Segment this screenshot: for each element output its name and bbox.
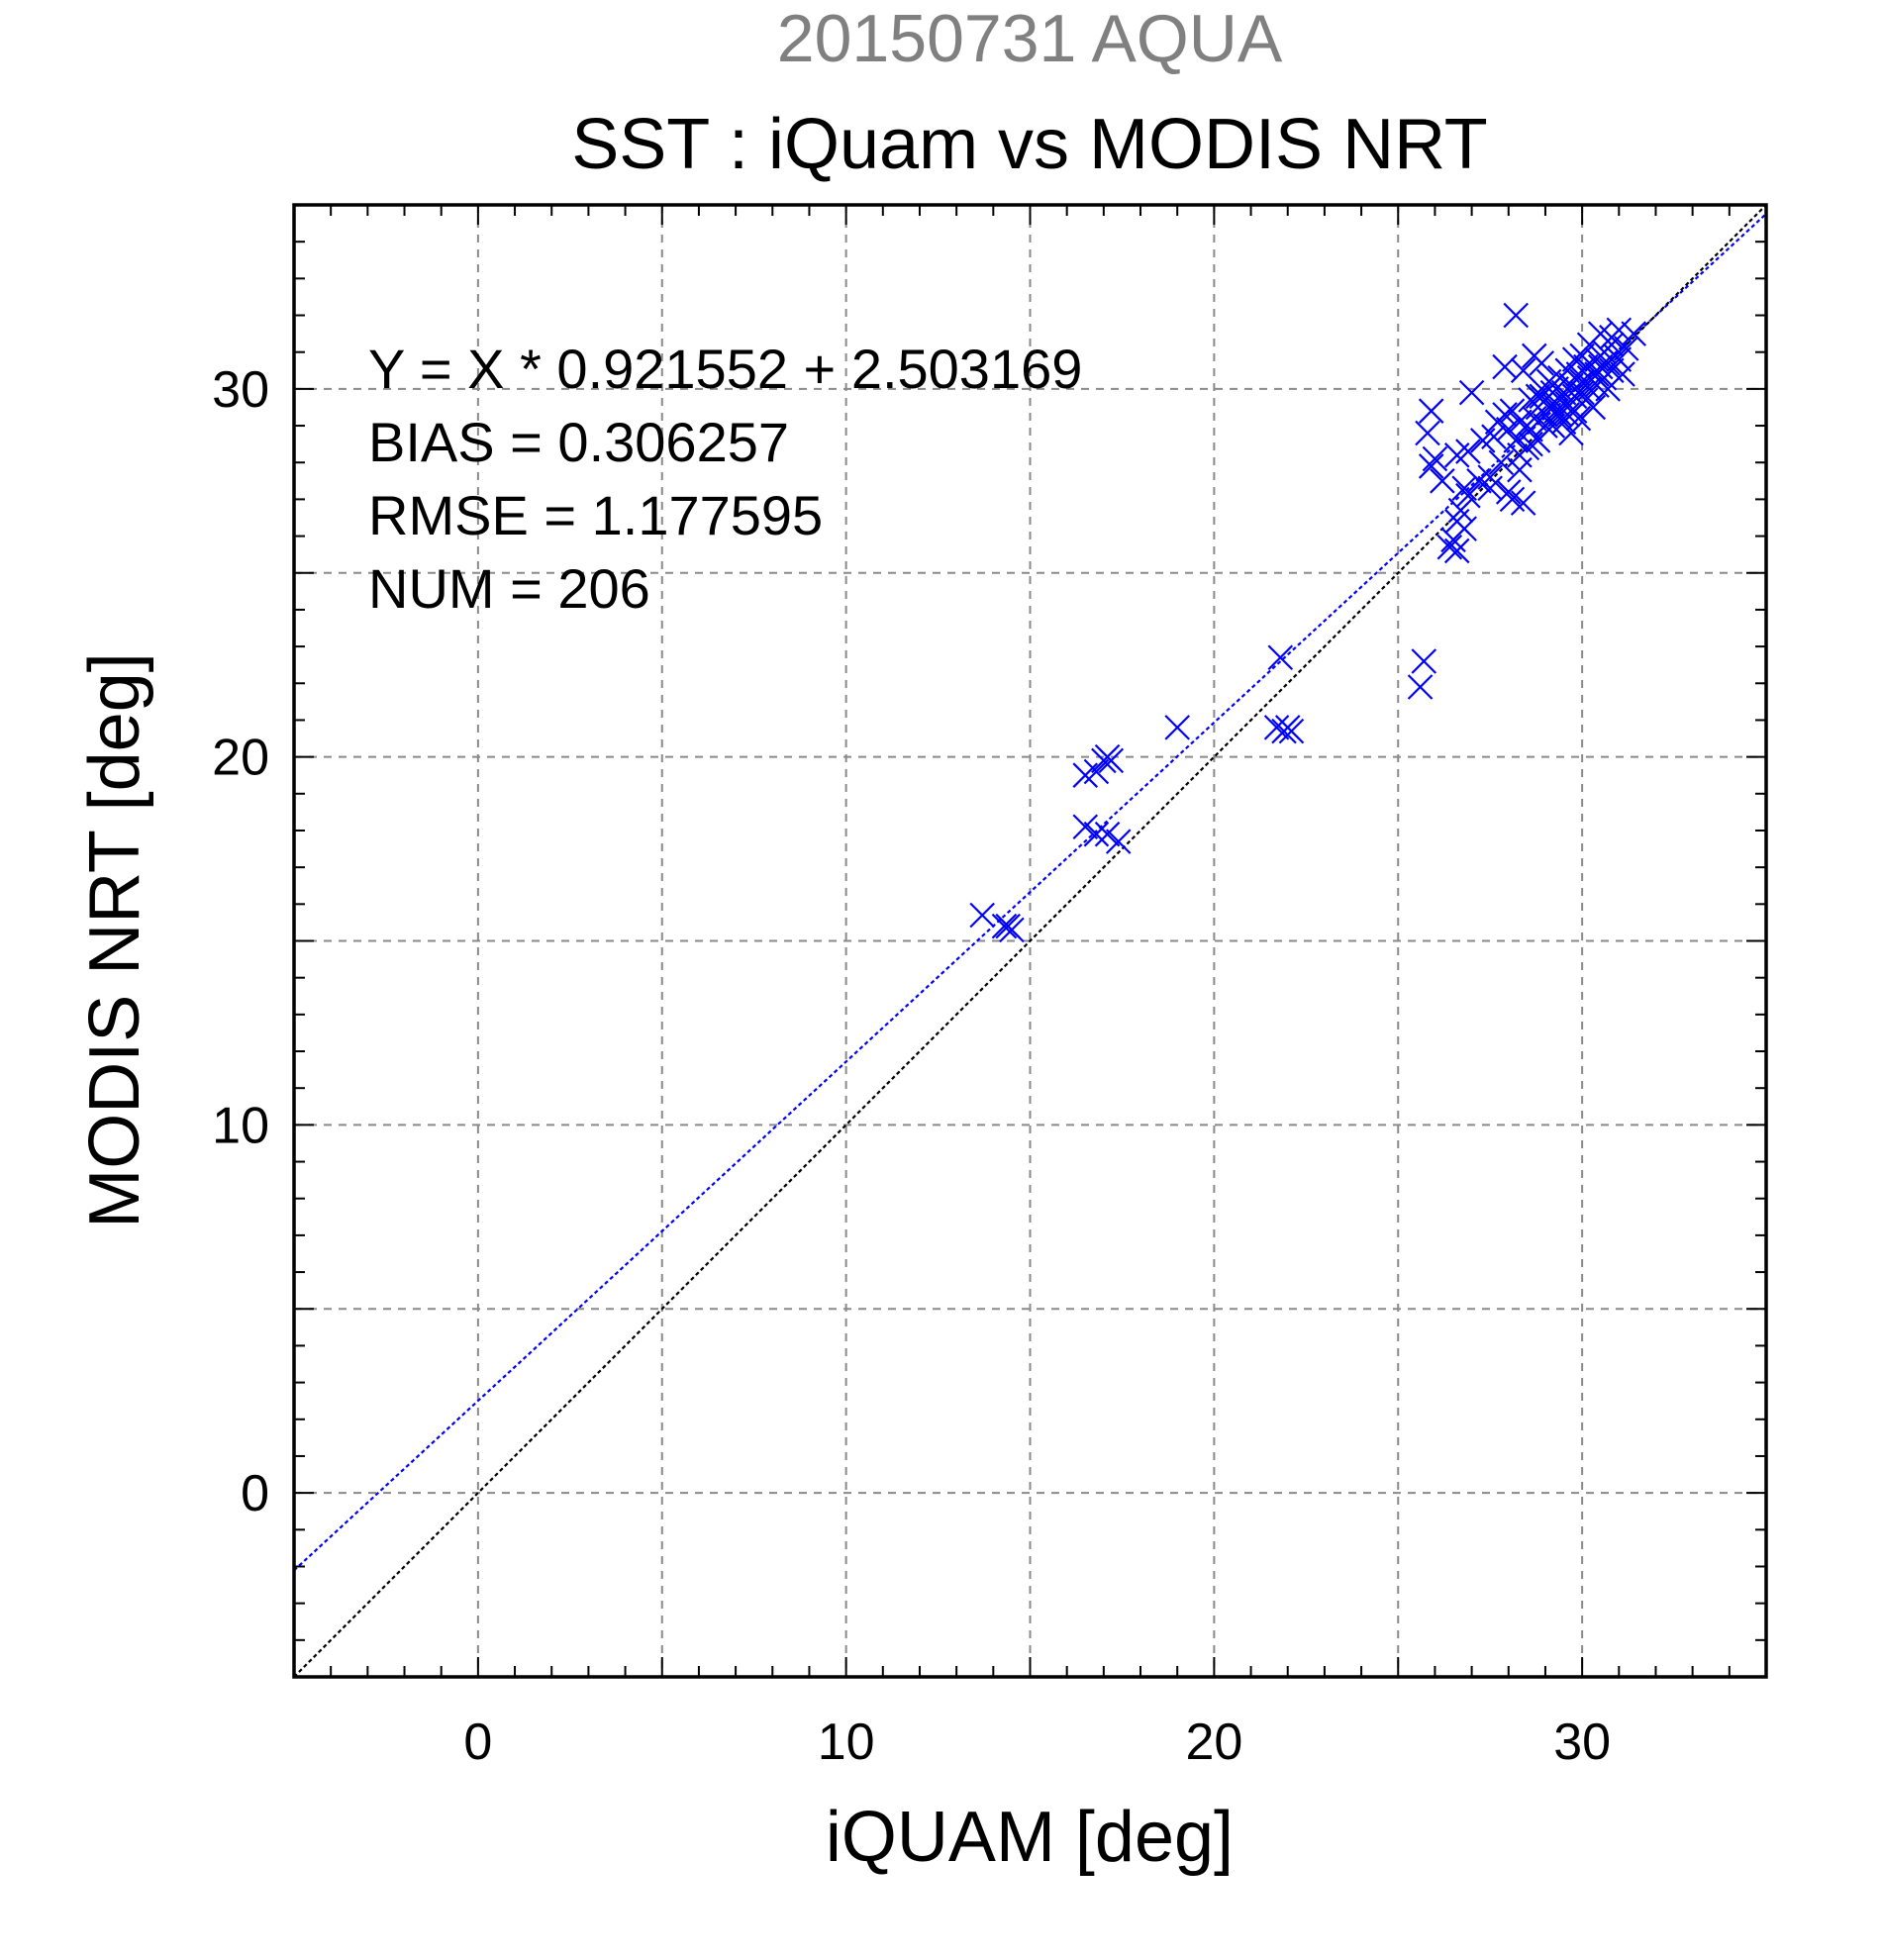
- data-point: [1507, 409, 1533, 436]
- x-tick-label: 30: [1553, 1714, 1611, 1771]
- data-point: [1072, 814, 1099, 840]
- data-point: [1267, 644, 1294, 671]
- data-point: [1263, 715, 1290, 740]
- data-point: [1278, 718, 1305, 744]
- x-tick-labels: 0 10 20 30: [463, 1714, 1611, 1771]
- chart-title: SST : iQuam vs MODIS NRT: [571, 105, 1488, 184]
- y-tick-labels: 0 10 20 30: [212, 361, 269, 1522]
- data-point: [1443, 538, 1470, 564]
- data-point: [1525, 383, 1551, 410]
- stats-line: NUM = 206: [368, 557, 650, 620]
- data-point: [1458, 379, 1485, 406]
- data-point: [1606, 346, 1633, 372]
- data-point: [1164, 715, 1190, 740]
- x-tick-label: 10: [818, 1714, 875, 1771]
- data-point: [1411, 648, 1437, 674]
- x-tick-label: 0: [463, 1714, 492, 1771]
- plot-frame: [292, 203, 1768, 1679]
- data-point: [1569, 379, 1595, 406]
- stats-block: Y = X * 0.921552 + 2.503169 BIAS = 0.3062…: [368, 338, 1082, 620]
- data-point: [991, 913, 1018, 939]
- data-point: [1083, 821, 1110, 847]
- data-point: [1418, 398, 1444, 424]
- data-point: [1510, 357, 1536, 384]
- data-point: [1455, 482, 1481, 509]
- data-point: [1477, 464, 1503, 490]
- data-point: [1554, 402, 1581, 428]
- data-point: [1098, 747, 1125, 774]
- data-point: [1529, 350, 1555, 376]
- data-point: [1576, 364, 1603, 391]
- data-point: [1613, 336, 1639, 361]
- y-axis-label: MODIS NRT [deg]: [75, 652, 154, 1228]
- regression-line: [293, 213, 1767, 1572]
- data-point: [1455, 439, 1481, 464]
- data-point: [1083, 758, 1110, 785]
- data-point: [1533, 413, 1558, 439]
- data-point: [1599, 325, 1625, 350]
- y-tick-label: 10: [212, 1097, 269, 1154]
- data-point: [1105, 829, 1132, 854]
- grid-lines: [294, 205, 1766, 1677]
- data-point: [1492, 402, 1518, 428]
- data-point: [1415, 420, 1440, 446]
- data-point: [1422, 445, 1448, 472]
- identity-line: [293, 204, 1767, 1678]
- data-point: [1430, 468, 1455, 494]
- data-point: [1539, 379, 1566, 406]
- chart-suptitle: 20150731 AQUA: [777, 1, 1283, 76]
- data-point: [1488, 449, 1515, 476]
- data-point: [1621, 321, 1646, 346]
- data-point: [1492, 353, 1518, 380]
- data-point: [999, 917, 1025, 943]
- stats-line: Y = X * 0.921552 + 2.503169: [368, 338, 1082, 400]
- data-point: [1547, 402, 1573, 428]
- data-point: [1407, 674, 1434, 700]
- stats-line: RMSE = 1.177595: [368, 484, 823, 546]
- data-point: [1451, 516, 1477, 541]
- data-point: [1481, 424, 1507, 449]
- data-point: [969, 902, 995, 929]
- data-point: [1561, 398, 1588, 424]
- data-point: [1503, 428, 1529, 453]
- data-points: [969, 302, 1646, 943]
- y-tick-label: 30: [212, 361, 269, 419]
- x-tick-label: 20: [1185, 1714, 1242, 1771]
- data-point: [1610, 361, 1635, 387]
- x-axis-label: iQUAM [deg]: [826, 1798, 1234, 1877]
- data-point: [1496, 479, 1522, 505]
- data-point: [1436, 534, 1463, 560]
- data-point: [1451, 475, 1477, 502]
- data-point: [1518, 416, 1543, 442]
- data-point: [1503, 302, 1529, 329]
- stats-line: BIAS = 0.306257: [368, 411, 789, 473]
- data-point: [1507, 456, 1533, 483]
- data-point: [1584, 361, 1610, 387]
- data-point: [1418, 453, 1444, 479]
- reference-lines: [293, 204, 1767, 1678]
- y-tick-label: 0: [241, 1465, 269, 1522]
- data-point: [1094, 821, 1121, 847]
- data-point: [1510, 490, 1536, 516]
- y-tick-label: 20: [212, 730, 269, 787]
